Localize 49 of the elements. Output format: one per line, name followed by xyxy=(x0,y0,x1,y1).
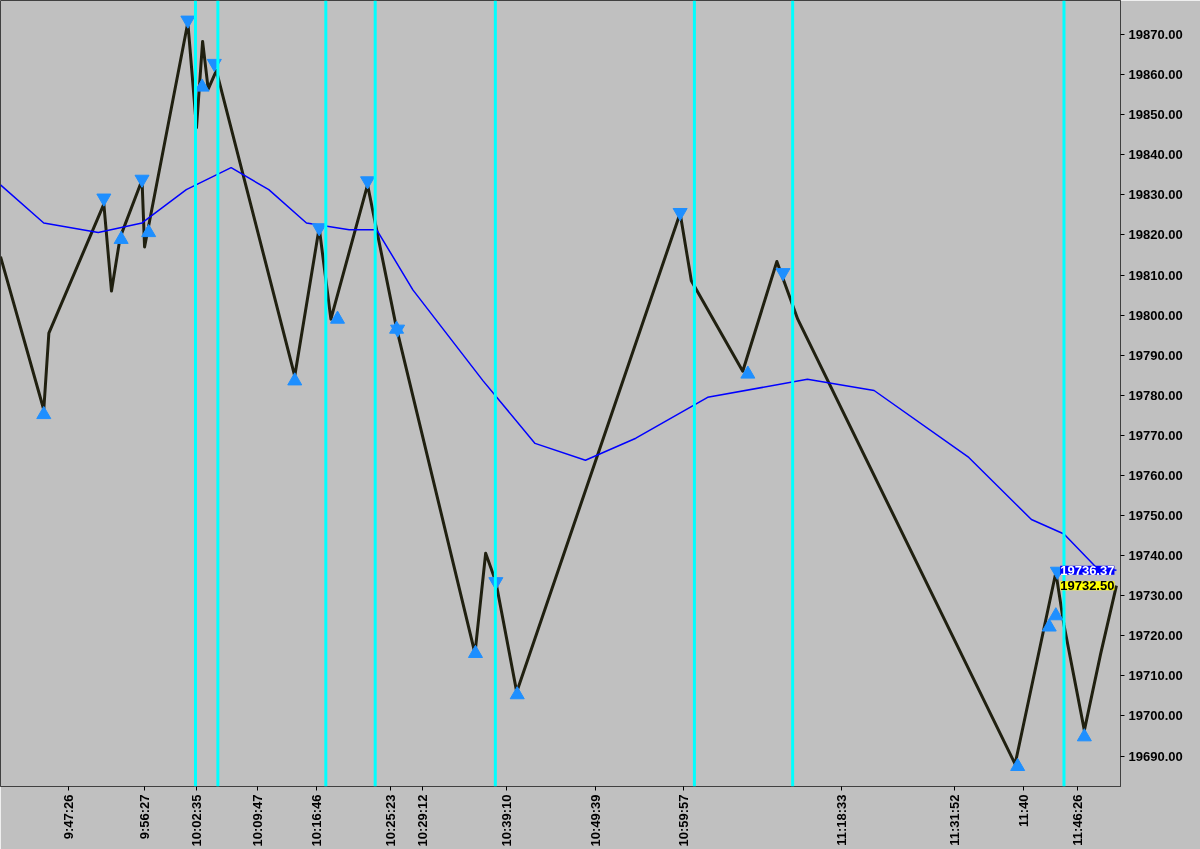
x-tick-label: 10:49:39 xyxy=(588,794,604,847)
point xyxy=(509,686,525,700)
y-tick-label: 19850.00 xyxy=(1128,107,1183,123)
point xyxy=(1041,618,1057,632)
y-tick-label: 19720.00 xyxy=(1128,628,1183,644)
annotation: 19732.50 xyxy=(1060,578,1115,594)
point xyxy=(1048,607,1064,621)
y-tick-label: 19830.00 xyxy=(1128,187,1183,203)
point xyxy=(180,15,196,29)
y-tick-label: 19810.00 xyxy=(1128,267,1183,283)
y-tick-label: 19860.00 xyxy=(1128,67,1183,83)
point xyxy=(467,644,483,658)
x-tick-label: 11:18:33 xyxy=(833,794,849,846)
point xyxy=(311,223,327,237)
point xyxy=(390,324,406,338)
y-tick-label: 19760.00 xyxy=(1128,467,1183,483)
annotation: 19736.37 xyxy=(1060,562,1115,578)
point xyxy=(672,207,688,222)
point xyxy=(134,174,150,188)
y-tick-label: 19790.00 xyxy=(1128,347,1183,363)
y-tick-label: 19700.00 xyxy=(1128,708,1183,724)
x-tick-label: 9:47:26 xyxy=(60,794,76,840)
point xyxy=(1010,757,1026,771)
y-tick-label: 19780.00 xyxy=(1128,387,1183,403)
x-tick-label: 10:59:57 xyxy=(675,794,691,847)
y-tick-label: 19820.00 xyxy=(1128,227,1183,243)
y-tick-label: 19800.00 xyxy=(1128,307,1183,323)
y-tick-label: 19770.00 xyxy=(1128,427,1183,443)
x-tick-label: 10:02:35 xyxy=(189,794,205,847)
y-tick-label: 19690.00 xyxy=(1128,748,1183,764)
point xyxy=(1076,728,1092,742)
y-tick-label: 19750.00 xyxy=(1128,508,1183,524)
x-tick-label: 11:31:52 xyxy=(946,794,962,846)
y-tick-label: 19740.00 xyxy=(1128,548,1183,564)
y-tick-label: 19730.00 xyxy=(1128,588,1183,604)
x-tick-label: 10:29:12 xyxy=(414,794,430,847)
x-tick-label: 11:40 xyxy=(1015,794,1031,828)
x-tick-label: 11:46:26 xyxy=(1070,794,1086,846)
y-tick-label: 19710.00 xyxy=(1128,668,1183,684)
point xyxy=(775,268,791,282)
x-tick-label: 10:25:23 xyxy=(382,794,398,847)
point xyxy=(96,193,112,207)
y-tick-label: 19870.00 xyxy=(1128,27,1183,43)
x-tick-label: 10:09:47 xyxy=(250,794,266,847)
point xyxy=(360,176,376,190)
x-tick-label: 9:56:27 xyxy=(136,794,152,840)
x-tick-label: 10:39:10 xyxy=(499,794,515,847)
x-tick-label: 10:16:46 xyxy=(309,794,325,847)
y-tick-label: 19840.00 xyxy=(1128,147,1183,163)
